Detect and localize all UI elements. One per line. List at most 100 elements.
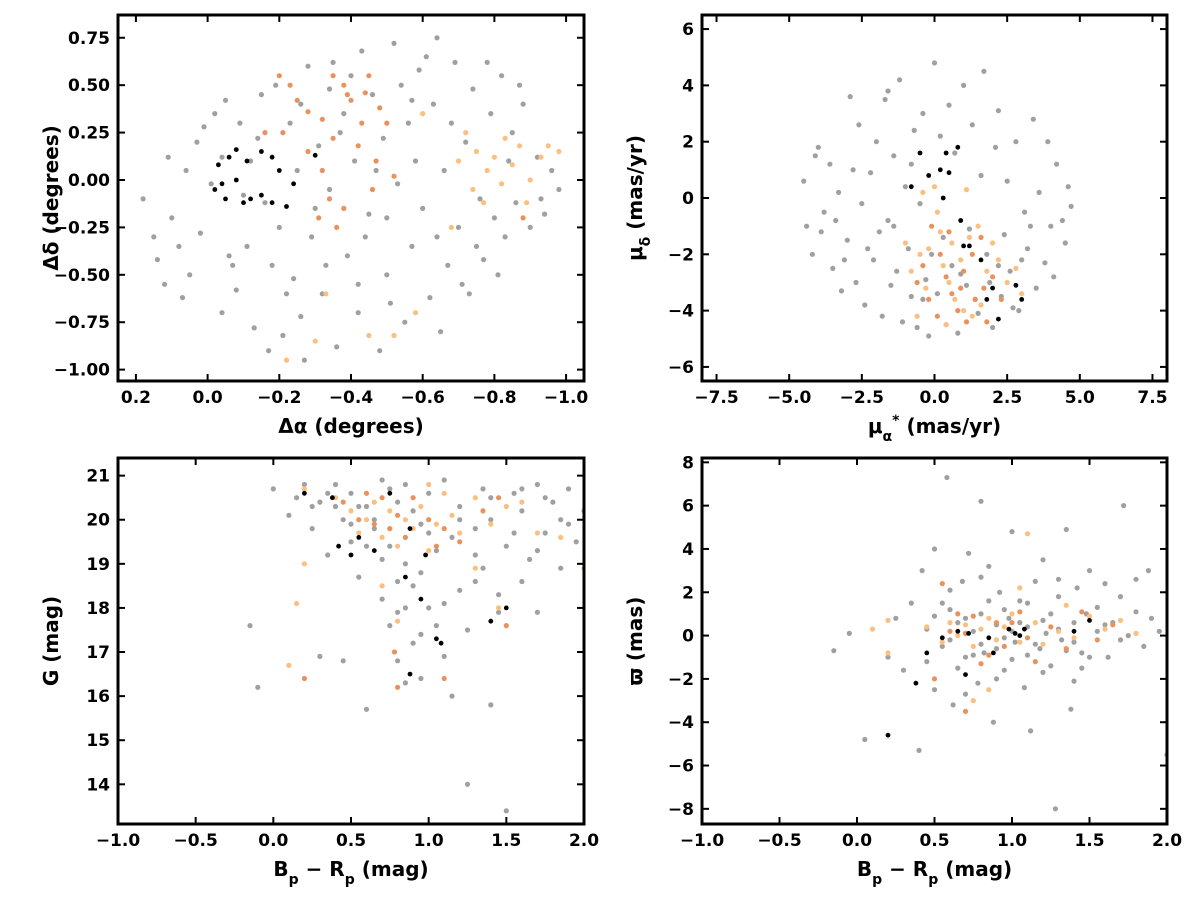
- point-field: [348, 539, 354, 545]
- point-field: [511, 530, 517, 536]
- point-member-light: [503, 503, 509, 510]
- point-core: [986, 635, 992, 641]
- point-field: [801, 178, 807, 184]
- point-field: [488, 495, 494, 501]
- point-core: [1087, 618, 1092, 623]
- point-field: [1055, 594, 1062, 600]
- y-tick-label: 0.00: [68, 171, 110, 191]
- point-member-dark: [1024, 635, 1031, 641]
- point-member-light: [995, 257, 1002, 263]
- point-field: [876, 229, 882, 235]
- point-member-dark: [305, 109, 311, 115]
- point-field: [908, 293, 914, 300]
- point-field: [426, 530, 432, 536]
- point-member-light: [1017, 639, 1023, 645]
- point-member-dark: [305, 148, 311, 155]
- point-field: [966, 550, 972, 556]
- point-field: [1016, 308, 1022, 314]
- point-field: [975, 310, 981, 316]
- point-field: [387, 543, 393, 549]
- point-field: [233, 287, 239, 293]
- point-field: [899, 319, 906, 325]
- point-field: [222, 97, 229, 103]
- point-member-light: [986, 615, 992, 621]
- point-core: [216, 162, 221, 168]
- point-field: [527, 556, 533, 563]
- y-tick-label: 15: [86, 731, 110, 751]
- point-field: [917, 201, 923, 207]
- point-field: [162, 281, 168, 287]
- y-tick-label: −0.50: [54, 266, 110, 286]
- point-member-light: [363, 517, 370, 523]
- point-field: [830, 265, 836, 271]
- point-member-dark: [294, 97, 300, 103]
- point-member-dark: [369, 186, 376, 193]
- point-member-light: [966, 234, 973, 240]
- point-field: [558, 565, 564, 571]
- point-member-light: [426, 481, 432, 488]
- point-member-dark: [1048, 624, 1054, 630]
- point-field: [908, 600, 914, 606]
- x-tick-label: −0.4: [329, 388, 374, 408]
- point-field: [201, 124, 207, 130]
- point-field: [981, 650, 987, 656]
- point-member-light: [516, 143, 523, 149]
- point-field: [947, 607, 953, 613]
- point-field: [194, 139, 200, 145]
- point-field: [1141, 643, 1147, 650]
- y-tick-label: 6: [682, 497, 694, 517]
- point-field: [1032, 641, 1038, 647]
- point-member-dark: [395, 684, 401, 690]
- point-field: [348, 521, 354, 527]
- point-field: [902, 184, 909, 190]
- point-member-dark: [963, 319, 970, 325]
- point-member-dark: [947, 628, 953, 634]
- point-field: [893, 615, 899, 621]
- point-field: [464, 627, 471, 633]
- point-member-dark: [978, 661, 984, 667]
- point-member-light: [470, 186, 476, 193]
- point-field: [1001, 635, 1007, 641]
- point-member-light: [924, 624, 930, 630]
- point-member-dark: [410, 495, 416, 501]
- point-field: [418, 675, 424, 682]
- point-field: [1068, 706, 1074, 712]
- point-member-light: [448, 224, 454, 230]
- point-field: [970, 652, 976, 658]
- y-tick-label: −0.25: [54, 218, 110, 238]
- point-field: [827, 161, 833, 167]
- point-member-dark: [480, 508, 486, 514]
- y-tick-label: 8: [682, 453, 694, 473]
- point-field: [244, 243, 250, 249]
- point-field: [379, 596, 385, 602]
- point-core: [219, 181, 225, 187]
- point-member-dark: [1110, 622, 1116, 628]
- point-field: [1048, 611, 1054, 617]
- y-tick-label: 0.50: [68, 76, 110, 96]
- point-member-light: [301, 561, 307, 567]
- point-member-dark: [929, 223, 935, 229]
- point-field: [1105, 654, 1111, 660]
- point-field: [1055, 576, 1062, 582]
- point-field: [387, 623, 393, 629]
- point-field: [449, 693, 455, 699]
- point-field: [1048, 663, 1054, 669]
- point-field: [1017, 620, 1023, 626]
- point-member-light: [1040, 641, 1046, 647]
- point-core: [1071, 628, 1077, 634]
- point-field: [294, 167, 300, 174]
- point-field: [900, 667, 907, 673]
- point-field: [402, 481, 408, 488]
- point-field: [366, 211, 372, 217]
- point-member-light: [312, 338, 318, 344]
- point-member-light: [402, 517, 408, 523]
- point-field: [371, 517, 377, 523]
- point-core: [967, 243, 972, 249]
- point-field: [1102, 622, 1108, 628]
- point-field: [978, 574, 984, 580]
- point-field: [516, 82, 523, 88]
- point-field: [993, 646, 1000, 652]
- point-member-dark: [934, 313, 941, 319]
- point-field: [1117, 637, 1124, 643]
- y-tick-label: 6: [682, 20, 694, 40]
